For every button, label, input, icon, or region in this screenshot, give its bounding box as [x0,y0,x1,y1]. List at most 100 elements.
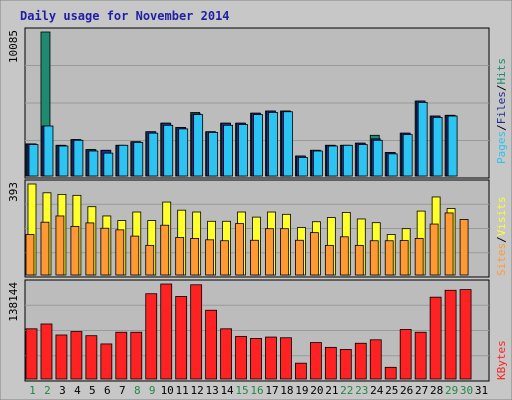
bar-kbytes-day-14 [220,328,232,380]
bar-kbytes-day-20 [309,342,322,380]
bar-kbytes-day-6 [100,343,113,380]
bar-sites-day-21 [324,244,334,276]
bar-sites-day-3 [55,215,65,276]
bar-pages-day-17 [268,112,278,177]
legend-sites-visits-part: Visits [495,197,508,237]
legend-pages-files-hits-part: / [495,124,508,131]
bar-pages-day-27 [417,102,428,177]
bar-pages-day-22 [342,144,353,177]
day-label: 14 [220,384,234,397]
day-label: 18 [280,384,293,397]
bar-pages-day-4 [73,139,84,177]
bar-sites-day-16 [250,239,259,276]
bar-pages-day-3 [58,145,69,177]
day-label: 31 [475,384,488,397]
bar-sites-day-25 [384,240,394,276]
bar-kbytes-day-27 [414,331,427,380]
day-label: 16 [250,384,263,397]
bar-sites-day-7 [115,229,125,276]
bar-kbytes-day-30 [459,289,472,380]
legend-pages-files-hits: Pages/Files/Hits [495,58,508,164]
bar-pages-day-8 [133,142,144,177]
day-label: 7 [119,384,126,397]
bar-pages-day-19 [298,157,308,177]
bar-sites-day-14 [220,240,229,276]
legend-pages-files-hits-part: / [495,85,508,92]
bar-pages-day-6 [103,152,114,177]
bar-sites-day-22 [339,236,349,276]
legend-sites-visits-part: / [495,236,508,243]
legend-pages-files-hits-part: Hits [495,58,508,85]
bar-kbytes-day-7 [115,331,128,380]
day-label: 12 [191,384,204,397]
bar-pages-day-10 [163,124,174,177]
bar-pages-day-11 [178,128,189,177]
day-label: 19 [295,384,308,397]
bar-sites-day-10 [160,224,170,276]
day-label: 15 [235,384,248,397]
day-label: 23 [355,384,368,397]
legend-kbytes: KBytes [495,340,508,380]
bar-kbytes-day-22 [339,349,352,380]
bar-pages-day-26 [402,134,413,177]
bar-kbytes-day-15 [235,335,247,380]
bar-pages-day-25 [387,153,398,177]
day-label: 9 [149,384,156,397]
bar-sites-day-17 [265,228,274,276]
day-label: 30 [460,384,473,397]
bar-sites-day-27 [414,238,424,276]
bar-pages-day-12 [193,114,204,177]
bar-sites-day-30 [459,219,469,276]
bar-pages-day-7 [118,144,129,177]
bar-sites-day-5 [85,222,95,276]
bar-kbytes-day-3 [55,334,68,380]
bar-kbytes-day-13 [205,309,218,380]
bar-kbytes-day-28 [429,296,442,380]
day-label: 22 [340,384,353,397]
bar-kbytes-day-18 [280,337,292,380]
bar-kbytes-day-9 [145,293,158,380]
bar-kbytes-day-21 [324,346,337,380]
day-label: 21 [325,384,338,397]
bar-sites-day-2 [40,221,50,276]
day-label: 25 [385,384,398,397]
bar-kbytes-day-8 [130,331,143,380]
panel-bottom-ymax-label: 138144 [7,282,20,322]
bar-kbytes-day-17 [265,336,277,380]
chart-panels: 10085 393 138144 [7,27,490,382]
bar-pages-day-5 [88,150,99,177]
bar-sites-day-12 [190,238,200,276]
day-label: 20 [310,384,323,397]
day-label: 24 [370,384,384,397]
day-label: 8 [134,384,141,397]
bar-pages-day-15 [238,124,248,177]
bar-kbytes-day-12 [190,284,203,380]
legend-sites-visits-part: Sites [495,243,508,276]
bar-pages-day-21 [327,145,338,177]
bar-kbytes-day-10 [160,283,173,380]
bar-pages-day-18 [283,111,293,177]
bar-kbytes-day-25 [384,366,397,380]
bar-pages-day-20 [312,150,323,177]
panel-middle: 393 [7,179,490,278]
legend-pages-files-hits-part: Files [495,91,508,124]
day-axis: 1 2 3 4 5 6 7 8 9 10 11 12 13 14 15 16 17 18 19 20 21 22 23 24 2… [29,384,488,397]
bar-kbytes-day-23 [354,342,367,380]
bar-sites-day-26 [399,240,409,276]
day-label: 28 [430,384,443,397]
day-label: 4 [74,384,81,397]
bar-sites-day-8 [130,235,140,276]
legend-sites-visits: Sites/Visits [495,197,508,277]
bar-sites-day-6 [100,227,110,276]
bar-sites-day-23 [354,244,364,276]
bar-kbytes-day-16 [250,338,262,380]
day-label: 26 [400,384,413,397]
day-label: 6 [104,384,111,397]
day-label: 2 [44,384,51,397]
bar-pages-day-16 [253,114,263,177]
legend-pages-files-hits-part: Pages [495,131,508,164]
bar-sites-day-4 [70,225,80,276]
bar-pages-day-14 [223,124,233,177]
day-label: 10 [161,384,174,397]
